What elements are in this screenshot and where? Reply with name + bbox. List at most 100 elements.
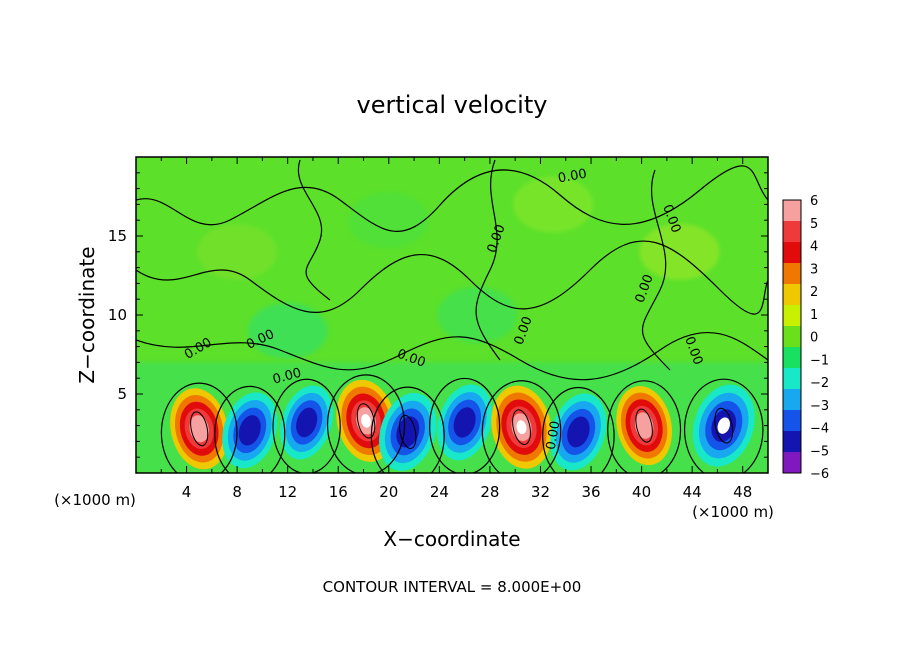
colorbar-label: 2 bbox=[810, 285, 818, 300]
cell-inner-contour bbox=[512, 409, 531, 446]
zero-contour-cell bbox=[607, 380, 682, 473]
colorbar-swatch bbox=[783, 431, 801, 452]
colorbar-swatch bbox=[783, 242, 801, 263]
zero-contour-line bbox=[136, 165, 768, 232]
chart-title: vertical velocity bbox=[357, 91, 548, 119]
x-unit-label-left: (×1000 m) bbox=[54, 491, 136, 509]
x-tick-label: 4 bbox=[182, 483, 192, 501]
colorbar-label: −6 bbox=[810, 467, 829, 482]
zero-contour-cell bbox=[429, 377, 501, 473]
colorbar-label: 0 bbox=[810, 331, 818, 346]
colorbar-frame bbox=[782, 199, 802, 474]
cell-ring bbox=[634, 412, 654, 439]
cell-inner-contour bbox=[635, 408, 653, 443]
zero-contour-line bbox=[475, 159, 501, 361]
field-patch bbox=[247, 302, 328, 359]
y-tick-label: 10 bbox=[108, 306, 127, 324]
x-tick-label: 16 bbox=[329, 483, 348, 501]
cell-downdraft bbox=[379, 392, 437, 471]
x-unit-label-right: (×1000 m) bbox=[692, 503, 774, 521]
contour-label: 0.00 bbox=[271, 366, 303, 388]
field-patch bbox=[348, 192, 429, 249]
colorbar-swatch bbox=[783, 221, 801, 242]
colorbar-swatch bbox=[783, 200, 801, 221]
x-tick-label: 28 bbox=[480, 483, 499, 501]
colorbar-label: −5 bbox=[810, 444, 829, 459]
cell-downdraft bbox=[437, 384, 493, 461]
cell-ring bbox=[361, 414, 371, 428]
cell-ring bbox=[453, 407, 476, 438]
x-axis-ticks: 4 8 12 16 20 24 28 32 36 40 44 48 bbox=[160, 157, 752, 501]
x-tick-label: 32 bbox=[531, 483, 550, 501]
colorbar-swatch bbox=[783, 347, 801, 368]
cell-ring bbox=[296, 407, 318, 438]
cell-inner-contour bbox=[190, 411, 209, 447]
colorbar: 6 5 4 3 2 1 0 −1 −2 −3 −4 −5 −6 bbox=[782, 194, 829, 482]
colorbar-label: 1 bbox=[810, 308, 818, 323]
x-tick-label: 12 bbox=[278, 483, 297, 501]
colorbar-swatch bbox=[783, 263, 801, 284]
contour-label: 0.00 bbox=[544, 420, 564, 451]
zero-contour-cell bbox=[326, 374, 406, 473]
cell-downdraft bbox=[222, 392, 278, 469]
colorbar-swatch bbox=[783, 305, 801, 326]
cell-downdraft bbox=[550, 393, 607, 471]
cell-ring bbox=[516, 420, 527, 435]
field-patch bbox=[513, 176, 594, 233]
cell-inner-contour bbox=[714, 407, 734, 444]
cell-updraft bbox=[491, 385, 552, 469]
colorbar-label: 6 bbox=[810, 194, 818, 209]
zero-contour-cell bbox=[272, 378, 341, 473]
field-patch bbox=[639, 223, 720, 280]
plot-area: 0.00 0.000.000.000.000.000.000.000.000.00… bbox=[108, 156, 769, 501]
cell-ring bbox=[717, 417, 730, 434]
cell-ring bbox=[567, 416, 590, 448]
colorbar-swatch bbox=[783, 326, 801, 347]
x-tick-label: 48 bbox=[733, 483, 752, 501]
colorbar-swatch bbox=[783, 368, 801, 389]
velocity-field bbox=[136, 176, 768, 473]
x-tick-label: 36 bbox=[581, 483, 600, 501]
zero-contour-cell bbox=[481, 380, 562, 473]
colorbar-swatch bbox=[783, 452, 801, 473]
cell-updraft bbox=[336, 379, 396, 462]
y-axis-label: Z−coordinate bbox=[75, 246, 99, 383]
zero-contour-line bbox=[136, 331, 768, 381]
x-tick-label: 40 bbox=[632, 483, 651, 501]
colorbar-label: −1 bbox=[810, 353, 829, 368]
cell-updraft bbox=[170, 388, 229, 470]
colorbar-label: −4 bbox=[810, 422, 829, 437]
cell-updraft bbox=[616, 386, 673, 466]
zero-contour-line bbox=[297, 159, 331, 301]
x-axis-label: X−coordinate bbox=[383, 527, 520, 551]
colorbar-swatch bbox=[783, 410, 801, 431]
zero-contour-line bbox=[136, 240, 768, 315]
field-patch bbox=[437, 287, 518, 343]
contour-label: 0.00 bbox=[557, 167, 588, 187]
zero-contour-cell bbox=[214, 385, 286, 473]
zero-contour-cell bbox=[542, 386, 615, 473]
zero-contour-cell bbox=[160, 382, 238, 473]
colorbar-label: −2 bbox=[810, 376, 829, 391]
zero-contour-line bbox=[642, 169, 671, 371]
colorbar-swatch bbox=[783, 389, 801, 410]
y-axis-ticks: 5 10 15 bbox=[108, 172, 768, 458]
y-tick-label: 5 bbox=[117, 385, 127, 403]
colorbar-label: −3 bbox=[810, 399, 829, 414]
cell-ring bbox=[189, 415, 209, 443]
x-tick-label: 8 bbox=[232, 483, 242, 501]
zero-contour-cell bbox=[683, 378, 764, 473]
x-tick-label: 24 bbox=[430, 483, 449, 501]
colorbar-label: 5 bbox=[810, 217, 818, 232]
y-tick-label: 15 bbox=[108, 227, 127, 245]
x-tick-label: 44 bbox=[683, 483, 702, 501]
cell-ring bbox=[238, 415, 261, 446]
cell-downdraft bbox=[692, 384, 755, 467]
colorbar-label: 3 bbox=[810, 262, 818, 277]
field-patch bbox=[197, 223, 278, 280]
colorbar-label: 4 bbox=[810, 240, 818, 255]
x-tick-label: 20 bbox=[379, 483, 398, 501]
zero-contour-cell bbox=[370, 386, 445, 473]
cell-downdraft bbox=[280, 385, 333, 460]
